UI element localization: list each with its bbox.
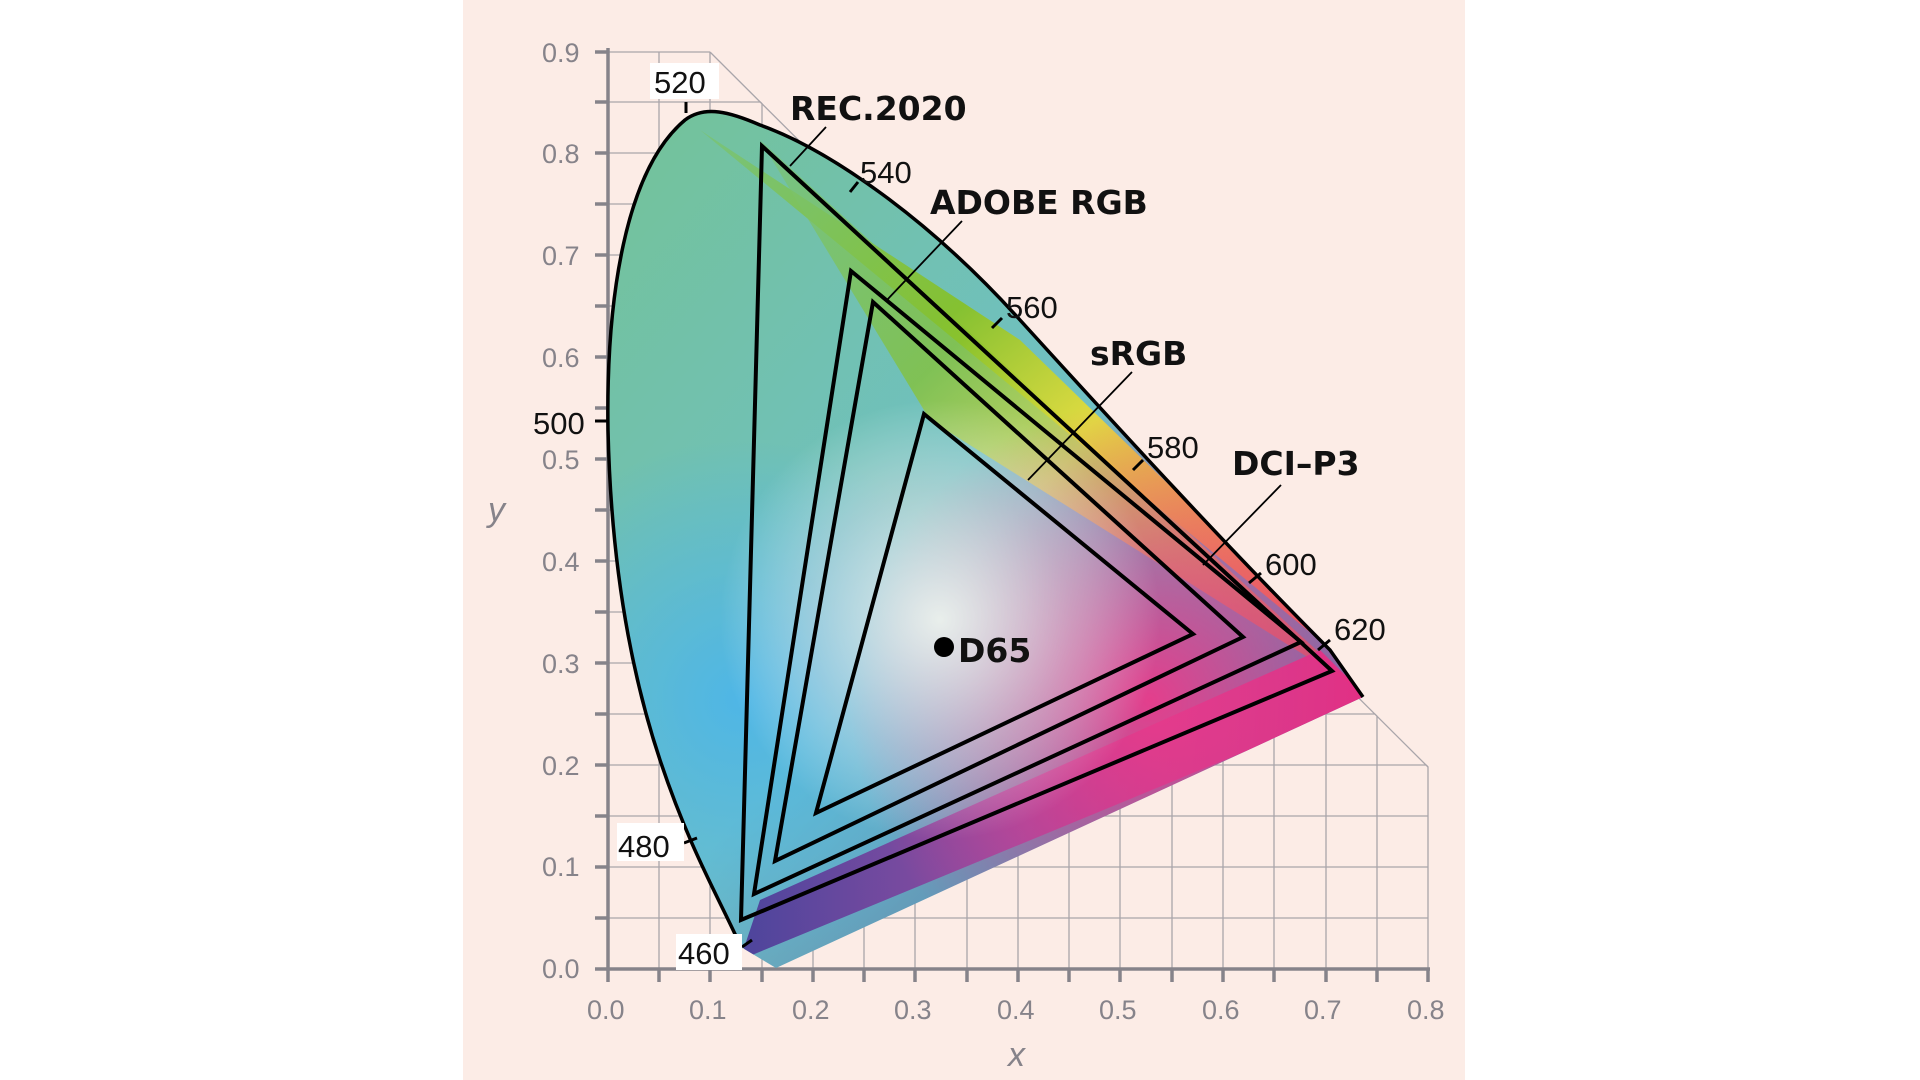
- label-dcip3: DCI–P3: [1232, 444, 1360, 483]
- svg-text:0.2: 0.2: [792, 995, 830, 1025]
- svg-text:0.1: 0.1: [542, 852, 580, 882]
- svg-text:0.3: 0.3: [894, 995, 932, 1025]
- x-axis-title: x: [1006, 1036, 1026, 1074]
- svg-text:0.5: 0.5: [542, 445, 580, 475]
- svg-text:0.4: 0.4: [997, 995, 1035, 1025]
- wl-500: 500: [533, 406, 585, 441]
- wl-480: 480: [618, 829, 670, 864]
- x-tick-labels: 0.0 0.1 0.2 0.3 0.4 0.5 0.6 0.7 0.8: [587, 995, 1445, 1025]
- svg-text:0.7: 0.7: [542, 241, 580, 271]
- d65-point: [934, 637, 954, 657]
- wl-620: 620: [1334, 612, 1386, 647]
- svg-text:0.6: 0.6: [1202, 995, 1240, 1025]
- wl-460: 460: [678, 936, 730, 971]
- wl-520: 520: [654, 65, 706, 100]
- svg-text:0.0: 0.0: [587, 995, 625, 1025]
- wl-540: 540: [860, 155, 912, 190]
- label-d65: D65: [958, 631, 1031, 670]
- svg-text:0.7: 0.7: [1304, 995, 1342, 1025]
- svg-text:0.5: 0.5: [1099, 995, 1137, 1025]
- wavelength-labels: 520 540 560 580 600 620 500 480 460: [533, 63, 1386, 971]
- y-tick-labels: 0.0 0.1 0.2 0.3 0.4 0.5 0.6 0.7 0.8 0.9: [542, 38, 580, 984]
- svg-text:0.2: 0.2: [542, 751, 580, 781]
- callout-lines: [789, 126, 1282, 566]
- gamut-dcip3: [751, 267, 1305, 898]
- svg-text:0.4: 0.4: [542, 547, 580, 577]
- svg-text:0.3: 0.3: [542, 649, 580, 679]
- spectral-locus-outline: [606, 109, 1365, 948]
- wl-560: 560: [1006, 290, 1058, 325]
- svg-text:0.0: 0.0: [542, 954, 580, 984]
- svg-text:0.1: 0.1: [689, 995, 727, 1025]
- svg-text:0.6: 0.6: [542, 343, 580, 373]
- gamut-adobe-rgb: [772, 298, 1247, 865]
- gamut-srgb: [812, 410, 1197, 817]
- wavelength-ticks: [595, 102, 1331, 949]
- wl-580: 580: [1147, 430, 1199, 465]
- gamut-rec2020: [738, 141, 1336, 924]
- y-axis-title: y: [486, 491, 507, 529]
- label-adobe-rgb: ADOBE RGB: [930, 183, 1148, 222]
- label-rec2020: REC.2020: [790, 89, 967, 128]
- wl-600: 600: [1265, 547, 1317, 582]
- svg-text:0.8: 0.8: [1407, 995, 1445, 1025]
- svg-text:0.9: 0.9: [542, 38, 580, 68]
- svg-text:0.8: 0.8: [542, 139, 580, 169]
- label-srgb: sRGB: [1090, 334, 1187, 373]
